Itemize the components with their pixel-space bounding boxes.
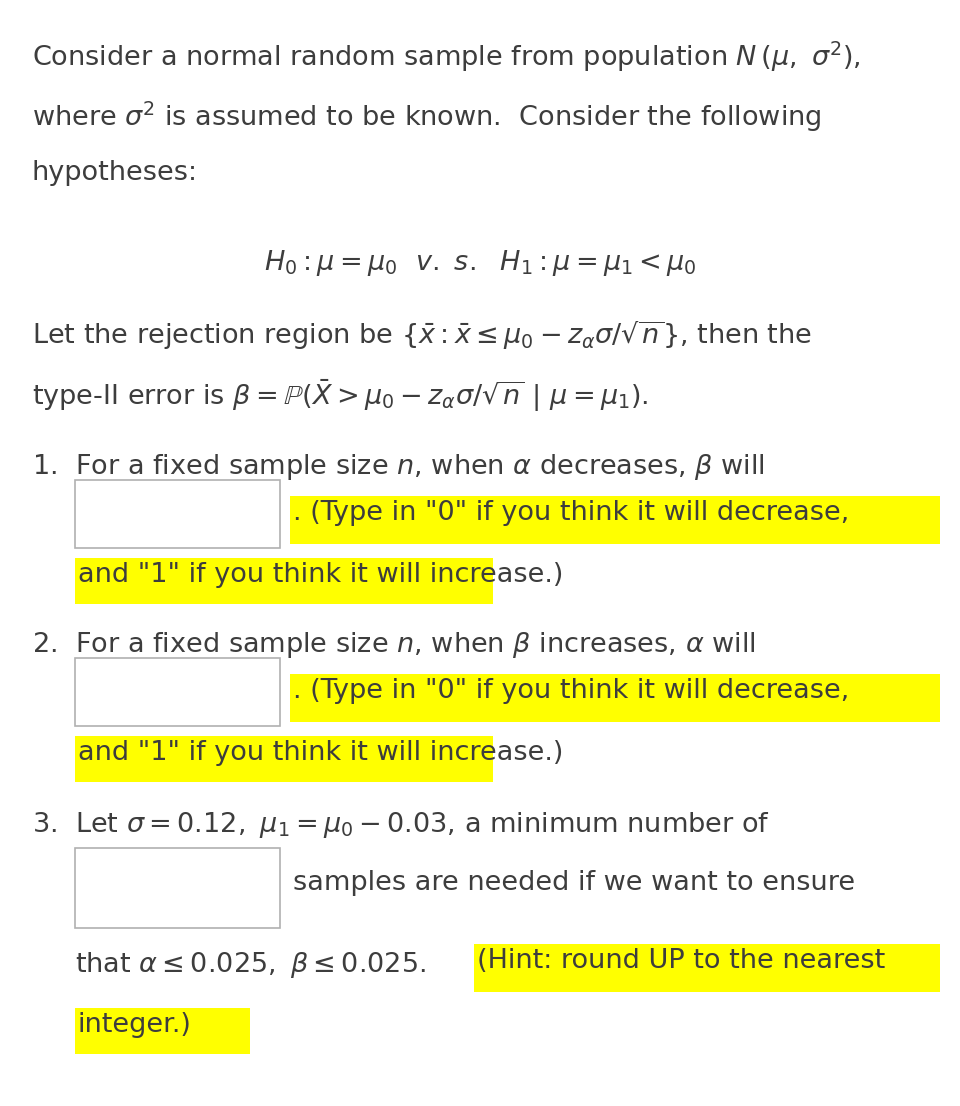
Bar bbox=[75, 559, 493, 604]
Text: samples are needed if we want to ensure: samples are needed if we want to ensure bbox=[293, 870, 855, 896]
Text: 1.  For a fixed sample size $n$, when $\alpha$ decreases, $\beta$ will: 1. For a fixed sample size $n$, when $\a… bbox=[32, 452, 765, 482]
Text: 3.  Let $\sigma = 0.12,\ \mu_1 = \mu_0 - 0.03$, a minimum number of: 3. Let $\sigma = 0.12,\ \mu_1 = \mu_0 - … bbox=[32, 810, 770, 839]
Text: and "1" if you think it will increase.): and "1" if you think it will increase.) bbox=[78, 740, 564, 766]
Bar bbox=[75, 848, 280, 928]
Text: (Hint: round UP to the nearest: (Hint: round UP to the nearest bbox=[477, 948, 885, 974]
Bar bbox=[290, 674, 940, 722]
Bar bbox=[75, 658, 280, 726]
Text: that $\alpha \leq 0.025,\ \beta \leq 0.025$.: that $\alpha \leq 0.025,\ \beta \leq 0.0… bbox=[75, 950, 426, 980]
Text: . (Type in "0" if you think it will decrease,: . (Type in "0" if you think it will decr… bbox=[293, 500, 850, 526]
Text: hypotheses:: hypotheses: bbox=[32, 160, 198, 186]
Text: integer.): integer.) bbox=[78, 1012, 192, 1039]
Bar bbox=[75, 735, 493, 782]
Text: where $\sigma^2$ is assumed to be known.  Consider the following: where $\sigma^2$ is assumed to be known.… bbox=[32, 100, 822, 135]
Bar bbox=[75, 1008, 250, 1054]
Bar bbox=[290, 495, 940, 544]
Text: 2.  For a fixed sample size $n$, when $\beta$ increases, $\alpha$ will: 2. For a fixed sample size $n$, when $\b… bbox=[32, 630, 756, 660]
Text: Consider a normal random sample from population $N\,(\mu,\ \sigma^2)$,: Consider a normal random sample from pop… bbox=[32, 40, 861, 74]
Text: and "1" if you think it will increase.): and "1" if you think it will increase.) bbox=[78, 562, 564, 588]
Text: Let the rejection region be $\{\bar{x} : \bar{x} \leq \mu_0 - z_\alpha\sigma/\sq: Let the rejection region be $\{\bar{x} :… bbox=[32, 319, 812, 352]
Text: type-II error is $\beta = \mathbb{P}(\bar{X} > \mu_0 - z_\alpha\sigma/\sqrt{n}\ : type-II error is $\beta = \mathbb{P}(\ba… bbox=[32, 378, 648, 415]
Bar bbox=[474, 945, 940, 992]
Text: $H_0 : \mu = \mu_0\ \ v.\ s.\ \ H_1 : \mu = \mu_1 < \mu_0$: $H_0 : \mu = \mu_0\ \ v.\ s.\ \ H_1 : \m… bbox=[264, 248, 696, 278]
Text: . (Type in "0" if you think it will decrease,: . (Type in "0" if you think it will decr… bbox=[293, 678, 850, 705]
Bar bbox=[75, 480, 280, 547]
